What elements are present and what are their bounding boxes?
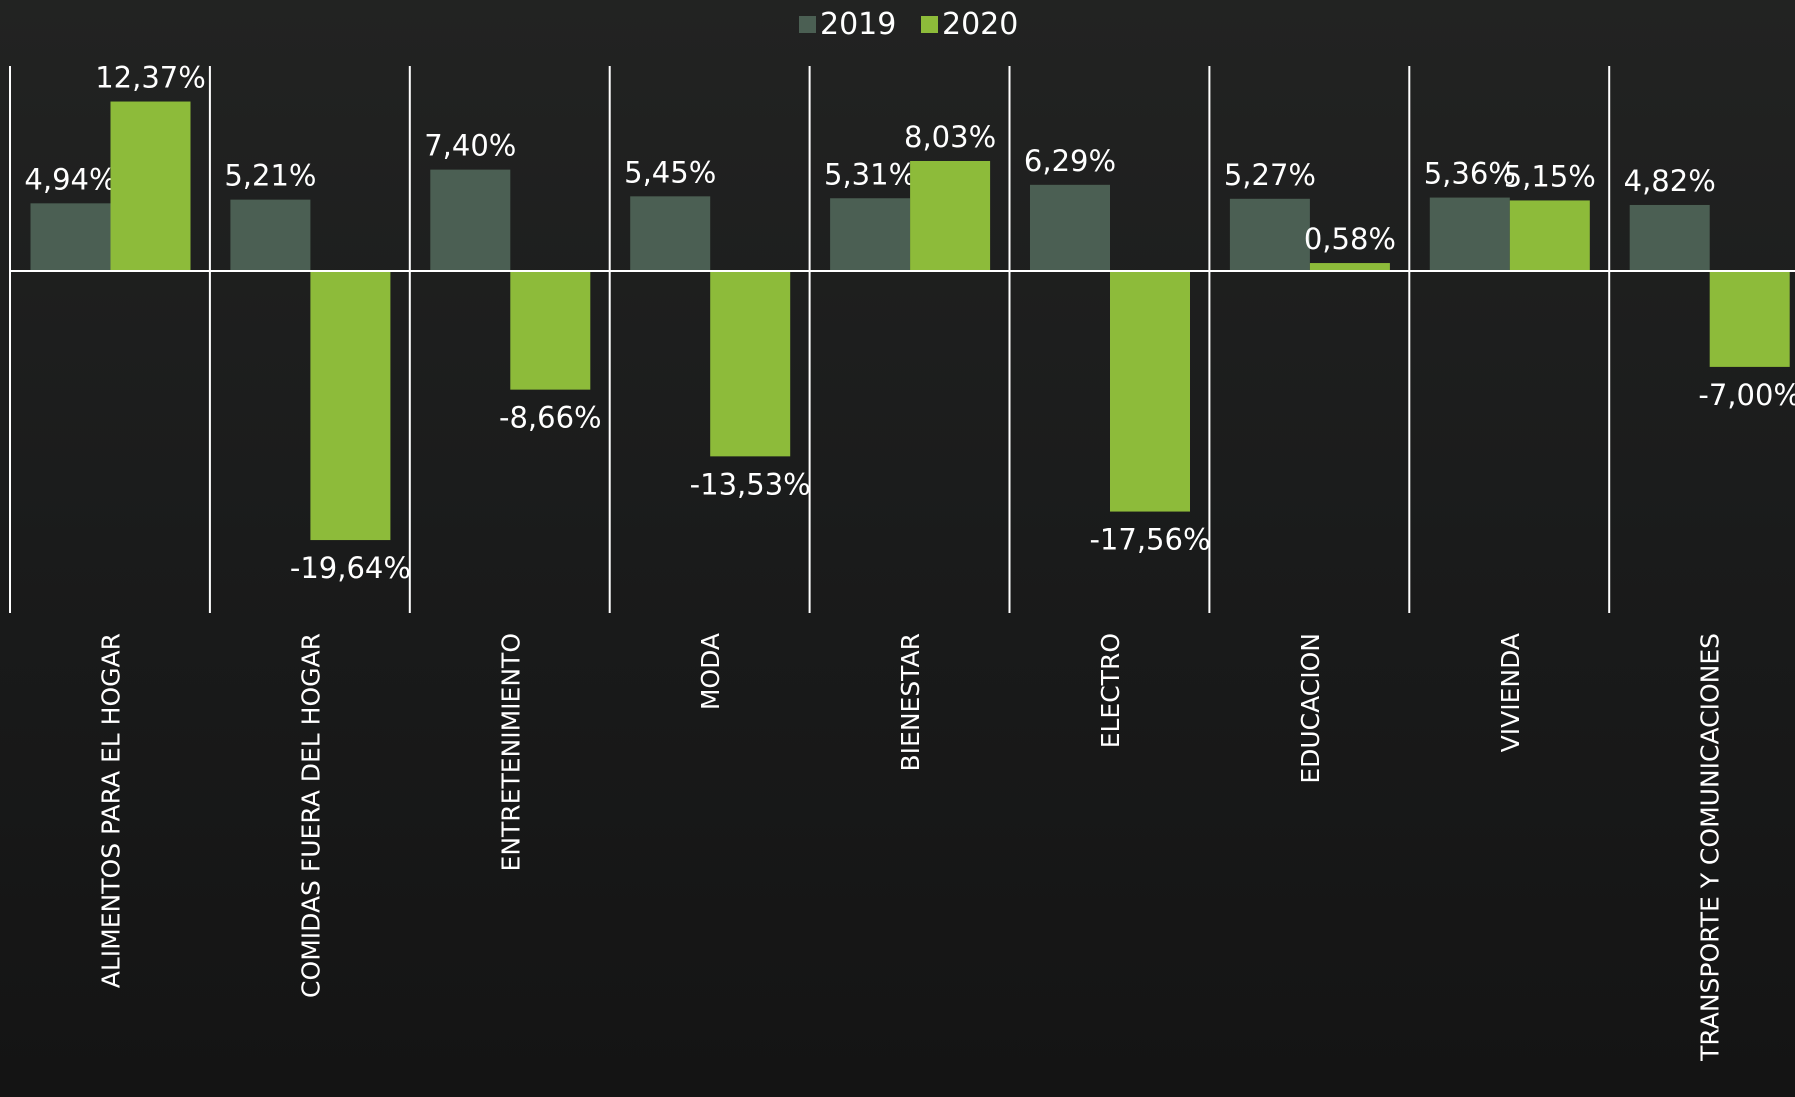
bar: [830, 198, 911, 271]
value-label: -7,00%: [1698, 378, 1795, 412]
x-tick-label: VIVIENDA: [1496, 633, 1525, 752]
value-label: -19,64%: [290, 551, 411, 585]
value-label: 6,29%: [1024, 144, 1116, 178]
value-label: 12,37%: [95, 61, 206, 95]
x-tick-label: ENTRETENIMIENTO: [496, 633, 525, 871]
plot: 2019 2020 4,94% 12,37% ALIMENTOS PARA EL HOG…: [9, 7, 1795, 1062]
x-tick-label: COMIDAS FUERA DEL HOGAR: [296, 633, 325, 998]
bar: [510, 271, 591, 390]
legend-swatch: [921, 16, 938, 33]
x-tick-label: BIENESTAR: [896, 633, 925, 772]
value-label: 0,58%: [1304, 222, 1396, 256]
value-label: -17,56%: [1089, 523, 1210, 557]
bar: [710, 271, 791, 457]
bar: [1309, 263, 1390, 271]
value-label: 5,27%: [1224, 158, 1316, 192]
value-label: 5,21%: [224, 159, 316, 193]
value-label: -8,66%: [499, 401, 602, 435]
value-label: 7,40%: [424, 129, 516, 163]
bar: [1629, 204, 1710, 271]
bar: [1030, 184, 1110, 271]
bar: [1709, 271, 1790, 367]
value-label: 5,31%: [824, 157, 916, 191]
bar: [1509, 200, 1590, 271]
value-label: -13,53%: [690, 467, 811, 501]
x-tick-label: TRANSPORTE Y COMUNICACIONES: [1696, 633, 1725, 1062]
x-tick-label: EDUCACION: [1296, 633, 1325, 784]
value-label: 4,82%: [1624, 164, 1716, 198]
x-tick-label: ALIMENTOS PARA EL HOGAR: [97, 633, 126, 988]
bar: [910, 160, 991, 271]
value-label: 8,03%: [904, 120, 996, 154]
bar: [1110, 271, 1190, 512]
bar: [110, 101, 191, 271]
bar: [430, 169, 511, 271]
x-tick-label: ELECTRO: [1096, 633, 1125, 748]
legend-swatch: [799, 16, 816, 33]
bar: [1229, 198, 1310, 271]
value-label: 5,45%: [624, 155, 716, 189]
value-label: 5,15%: [1504, 159, 1596, 193]
legend-label: 2020: [942, 7, 1018, 42]
value-label: 5,36%: [1424, 157, 1516, 191]
x-tick-label: MODA: [696, 633, 725, 710]
bar: [30, 203, 111, 271]
legend-label: 2019: [820, 7, 896, 42]
bar: [630, 196, 711, 271]
bar: [230, 199, 311, 271]
value-label: 4,94%: [24, 162, 116, 196]
bar: [1429, 197, 1510, 271]
bar: [310, 271, 391, 541]
